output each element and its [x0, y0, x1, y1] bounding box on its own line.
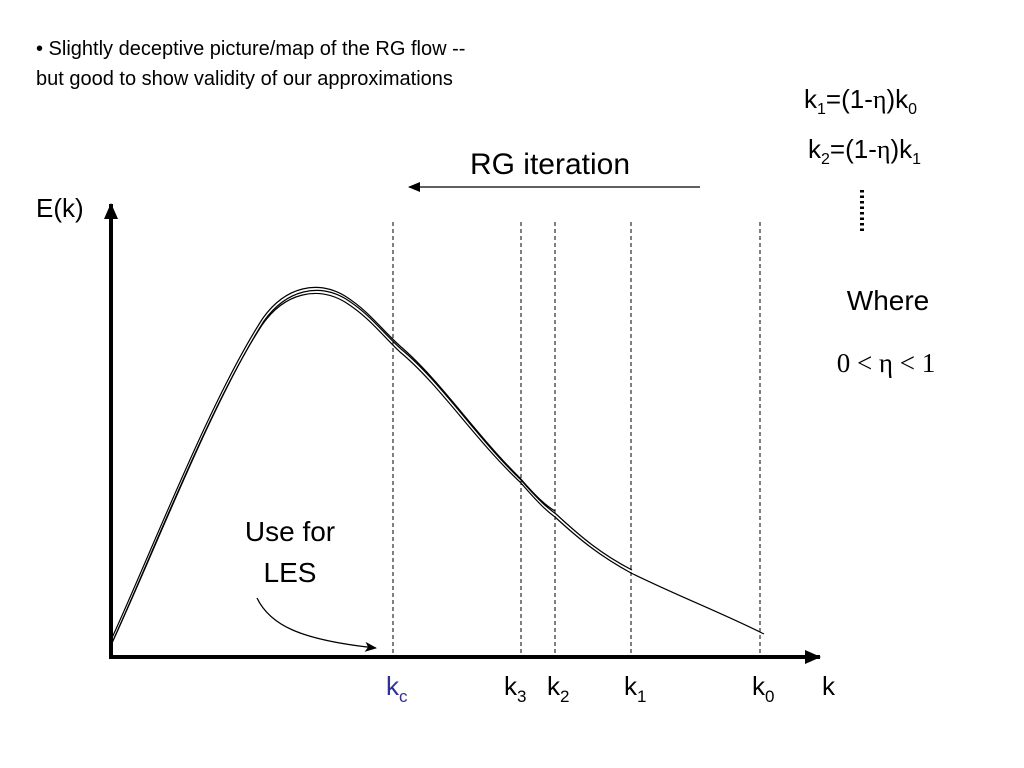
- eta-condition: 0 < η < 1: [837, 348, 936, 378]
- k2-label: k2: [547, 671, 569, 706]
- spectrum-curve-mid: [111, 289, 633, 644]
- k1-label: k1: [624, 671, 646, 706]
- y-axis-label: E(k): [36, 193, 84, 223]
- spectrum-curve-outer: [110, 292, 765, 646]
- k3-label: k3: [504, 671, 526, 706]
- les-label-line-2: LES: [264, 557, 317, 588]
- x-axis-label: k: [822, 671, 836, 701]
- note-line-1: • Slightly deceptive picture/map of the …: [36, 38, 466, 60]
- equation-k1: k1=(1-η)k0: [804, 84, 917, 118]
- kc-label: kc: [386, 671, 408, 706]
- les-label-line-1: Use for: [245, 516, 335, 547]
- k-dashed-lines: [392, 222, 761, 657]
- where-label: Where: [847, 285, 929, 316]
- les-pointer-arrow: [256, 597, 377, 652]
- equation-k2: k2=(1-η)k1: [808, 134, 921, 168]
- spectrum-curve-inner: [110, 286, 556, 641]
- k0-label: k0: [752, 671, 774, 706]
- slide-note: • Slightly deceptive picture/map of the …: [36, 34, 465, 94]
- rg-iteration-label: RG iteration: [470, 148, 630, 181]
- note-line-2: but good to show validity of our approxi…: [36, 68, 453, 90]
